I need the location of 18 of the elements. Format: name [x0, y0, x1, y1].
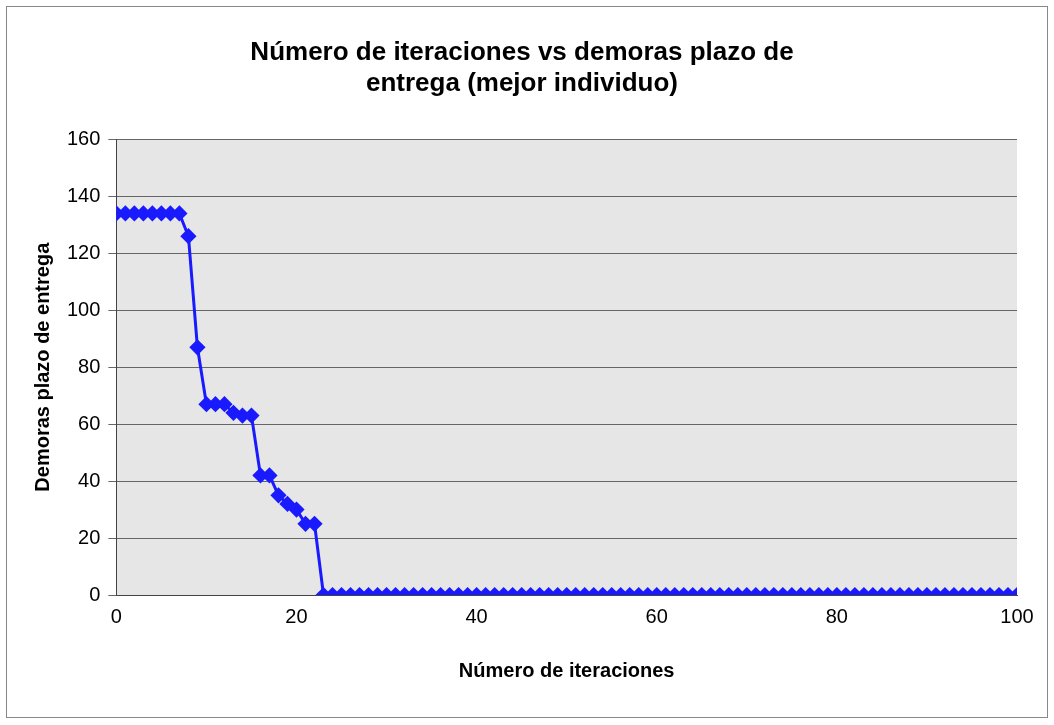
chart-title: Número de iteraciones vs demoras plazo de entrega (mejor individuo) — [250, 35, 794, 97]
y-tick-label: 20 — [78, 525, 101, 548]
x-tick-label: 20 — [285, 604, 308, 627]
y-tick-label: 80 — [78, 354, 101, 377]
y-tick-label: 100 — [66, 297, 101, 320]
x-tick-label: 60 — [645, 604, 668, 627]
y-tick-label: 40 — [78, 468, 101, 491]
y-tick-label: 140 — [66, 183, 101, 206]
y-tick-label: 160 — [66, 126, 101, 149]
x-tick-label: 0 — [110, 604, 122, 627]
x-axis-title: Número de iteraciones — [458, 658, 675, 681]
y-axis-title: Demoras plazo de entrega — [30, 241, 53, 492]
y-tick-label: 0 — [89, 582, 101, 605]
y-tick-label: 60 — [78, 411, 101, 434]
x-tick-label: 80 — [825, 604, 848, 627]
x-tick-label: 100 — [1000, 604, 1034, 627]
x-tick-label: 40 — [465, 604, 488, 627]
y-tick-label: 120 — [66, 240, 101, 263]
